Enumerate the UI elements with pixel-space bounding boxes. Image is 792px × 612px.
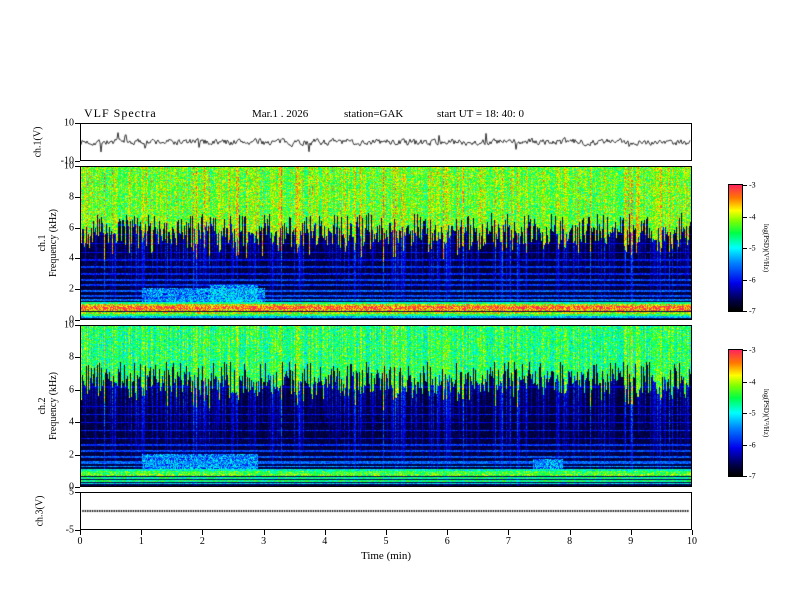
colorbar-tick-label: -3: [749, 345, 756, 355]
y-tick-label: 10: [64, 160, 74, 172]
y-tick-mark: [75, 289, 80, 291]
colorbar-tick-mark: [743, 185, 747, 186]
colorbar-tick-mark: [743, 444, 747, 446]
y-tick-mark: [75, 422, 80, 424]
colorbar-tick-mark: [743, 350, 747, 351]
x-tick-label: 10: [687, 536, 697, 547]
colorbar-tick-mark: [743, 381, 747, 383]
colorbar-tick-mark: [743, 279, 747, 281]
ch1-waveform-ylabel: ch.1(V): [32, 126, 44, 158]
x-tick-label: 8: [567, 536, 573, 547]
ch1-spectrogram-ylabel: ch.1 Frequency (kHz): [37, 208, 59, 278]
ch3-panel: [80, 492, 692, 530]
y-tick-label: 4: [69, 252, 74, 264]
x-tick-mark: [630, 530, 632, 535]
colorbar-tick-label: -4: [749, 212, 756, 221]
plot-date: Mar.1 . 2026: [252, 108, 309, 120]
plot-title: VLF Spectra: [84, 106, 157, 120]
y-tick-mark: [75, 320, 80, 321]
x-tick-label: 2: [199, 536, 205, 547]
colorbar-tick-mark: [743, 476, 747, 477]
y-tick-mark: [75, 161, 80, 162]
y-tick-label: 0: [69, 481, 74, 493]
x-tick-mark: [447, 530, 449, 535]
x-tick-mark: [508, 530, 510, 535]
ch1-colorbar-label: log(PSD)(V²/Hz): [762, 223, 770, 273]
y-tick-mark: [75, 258, 80, 260]
y-tick-mark: [75, 530, 80, 531]
y-tick-label: 5: [69, 486, 74, 498]
y-tick-label: 10: [64, 117, 74, 129]
colorbar-tick-label: -5: [749, 243, 756, 253]
y-tick-mark: [75, 487, 80, 488]
colorbar-tick-mark: [743, 216, 747, 218]
x-tick-mark: [141, 530, 143, 535]
y-tick-label: 8: [69, 351, 74, 363]
ch2-spectrogram-canvas: [81, 326, 691, 486]
y-tick-label: -10: [60, 155, 74, 167]
ch1-waveform-panel: [80, 123, 692, 161]
y-tick-label: -5: [65, 524, 74, 536]
x-tick-mark: [202, 530, 204, 535]
y-tick-mark: [75, 492, 80, 493]
plot-start-ut: start UT = 18: 40: 0: [437, 108, 524, 120]
ch1-waveform-canvas: [81, 124, 691, 160]
time-axis-label: Time (min): [360, 550, 412, 562]
x-tick-label: 5: [383, 536, 389, 547]
colorbar-tick-mark: [743, 413, 747, 414]
y-tick-label: 4: [69, 416, 74, 428]
y-tick-mark: [75, 357, 80, 359]
ch1-spectrogram-canvas: [81, 167, 691, 319]
y-tick-mark: [75, 123, 80, 124]
y-tick-mark: [75, 389, 80, 391]
colorbar-tick-mark: [743, 248, 747, 249]
colorbar-tick-label: -6: [749, 275, 756, 284]
y-tick-label: 6: [69, 384, 74, 396]
x-tick-mark: [263, 530, 265, 535]
colorbar-tick-mark: [743, 311, 747, 312]
y-tick-mark: [75, 454, 80, 456]
colorbar-tick-label: -3: [749, 180, 756, 190]
x-tick-label: 9: [628, 536, 634, 547]
y-tick-mark: [75, 325, 80, 326]
ch2-spectrogram-panel: [80, 325, 692, 487]
y-tick-mark: [75, 227, 80, 229]
y-tick-label: 8: [69, 191, 74, 203]
x-tick-mark: [80, 530, 81, 535]
x-tick-label: 6: [444, 536, 450, 547]
y-tick-label: 10: [64, 319, 74, 331]
y-tick-label: 2: [69, 283, 74, 295]
colorbar-tick-label: -7: [749, 471, 756, 481]
ch2-spectrogram-ylabel: ch.2 Frequency (kHz): [37, 371, 59, 441]
x-tick-label: 3: [261, 536, 267, 547]
ch2-colorbar-panel: [728, 349, 743, 477]
ch2-colorbar-label: log(PSD)(V²/Hz): [762, 388, 770, 438]
x-tick-mark: [324, 530, 326, 535]
plot-station: station=GAK: [344, 108, 404, 120]
x-tick-label: 0: [77, 536, 83, 547]
y-tick-label: 2: [69, 449, 74, 461]
ch1-spectrogram-panel: [80, 166, 692, 320]
colorbar-tick-label: -4: [749, 377, 756, 386]
y-tick-label: 0: [69, 314, 74, 326]
x-tick-label: 4: [322, 536, 328, 547]
y-tick-label: 6: [69, 222, 74, 234]
colorbar-tick-label: -7: [749, 306, 756, 316]
x-tick-mark: [386, 530, 387, 535]
y-tick-mark: [75, 196, 80, 198]
x-tick-mark: [569, 530, 571, 535]
x-tick-label: 1: [138, 536, 144, 547]
ch1-colorbar-canvas: [729, 185, 742, 311]
y-tick-mark: [75, 166, 80, 167]
ch2-colorbar-canvas: [729, 350, 742, 476]
x-tick-mark: [692, 530, 693, 535]
colorbar-tick-label: -5: [749, 408, 756, 418]
x-tick-label: 7: [505, 536, 511, 547]
ch1-colorbar-panel: [728, 184, 743, 312]
colorbar-tick-label: -6: [749, 440, 756, 449]
ch3-ylabel: ch.3(V): [34, 495, 46, 527]
ch3-canvas: [81, 493, 691, 529]
